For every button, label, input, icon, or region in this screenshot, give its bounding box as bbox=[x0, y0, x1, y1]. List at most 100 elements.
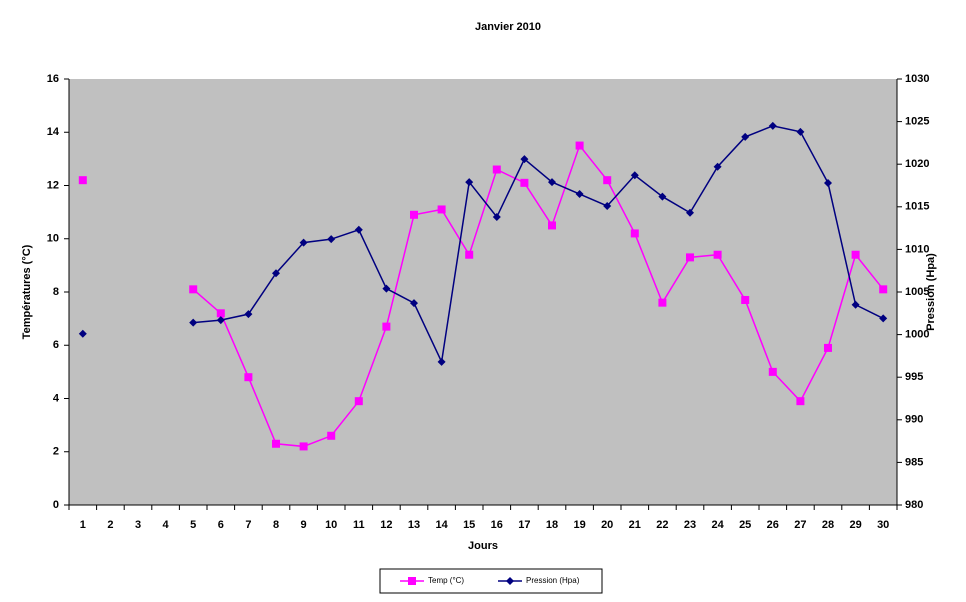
y-tick-label: 14 bbox=[47, 126, 60, 138]
x-tick-label: 1 bbox=[80, 519, 86, 531]
x-tick-label: 29 bbox=[849, 519, 861, 531]
marker bbox=[603, 201, 612, 210]
marker bbox=[465, 178, 474, 187]
x-tick-label: 10 bbox=[325, 519, 337, 531]
marker bbox=[713, 162, 722, 171]
x-tick-label: 12 bbox=[380, 519, 392, 531]
y-tick-label: 6 bbox=[53, 339, 59, 351]
marker bbox=[327, 235, 336, 244]
y2-tick-label: 995 bbox=[905, 371, 923, 383]
x-tick-label: 6 bbox=[218, 519, 224, 531]
y-tick-label: 12 bbox=[47, 179, 59, 191]
x-tick-label: 22 bbox=[656, 519, 668, 531]
marker bbox=[851, 300, 860, 309]
y2-tick-label: 1010 bbox=[905, 243, 929, 255]
marker bbox=[216, 309, 225, 318]
y-tick-label: 10 bbox=[47, 233, 59, 245]
marker bbox=[548, 221, 556, 230]
marker bbox=[768, 367, 777, 376]
y2-axis-label: Pression (Hpa) bbox=[925, 253, 937, 331]
y2-tick-label: 980 bbox=[905, 499, 923, 511]
x-tick-label: 5 bbox=[190, 519, 196, 531]
x-tick-label: 18 bbox=[546, 519, 558, 531]
marker bbox=[410, 210, 418, 219]
marker bbox=[741, 295, 750, 304]
x-tick-label: 14 bbox=[435, 519, 448, 531]
x-tick-label: 26 bbox=[767, 519, 779, 531]
marker bbox=[78, 329, 87, 338]
marker bbox=[382, 284, 391, 293]
marker bbox=[299, 238, 308, 247]
y-tick-label: 2 bbox=[53, 446, 59, 458]
x-tick-label: 28 bbox=[822, 519, 834, 531]
x-tick-label: 3 bbox=[135, 519, 141, 531]
x-tick-label: 15 bbox=[463, 519, 475, 531]
marker bbox=[520, 155, 529, 164]
x-tick-label: 20 bbox=[601, 519, 613, 531]
y-tick-label: 16 bbox=[47, 73, 59, 85]
marker bbox=[658, 192, 667, 201]
marker bbox=[548, 178, 556, 187]
x-tick-label: 25 bbox=[739, 519, 751, 531]
marker bbox=[630, 229, 639, 238]
marker bbox=[603, 176, 612, 185]
series-line bbox=[193, 125, 884, 365]
series-line bbox=[192, 144, 884, 448]
y2-tick-label: 1015 bbox=[905, 201, 929, 213]
marker bbox=[741, 132, 750, 141]
x-axis-label: Jours bbox=[468, 540, 498, 552]
marker bbox=[189, 318, 198, 327]
y2-tick-label: 1025 bbox=[905, 116, 929, 128]
legend-label: Temp (°C) bbox=[428, 576, 464, 585]
marker bbox=[244, 310, 253, 319]
marker bbox=[327, 431, 336, 440]
marker bbox=[465, 250, 474, 259]
marker bbox=[382, 322, 391, 331]
marker bbox=[575, 141, 584, 150]
marker bbox=[437, 357, 446, 366]
marker bbox=[506, 577, 514, 585]
marker bbox=[189, 285, 198, 294]
plot-area bbox=[69, 79, 897, 505]
x-tick-label: 4 bbox=[163, 519, 170, 531]
marker bbox=[272, 269, 280, 278]
x-tick-label: 11 bbox=[353, 519, 365, 531]
y2-tick-label: 1020 bbox=[905, 158, 929, 170]
marker bbox=[658, 298, 667, 307]
marker bbox=[410, 299, 418, 308]
x-tick-label: 9 bbox=[301, 519, 307, 531]
marker bbox=[354, 397, 363, 406]
y2-tick-label: 985 bbox=[905, 456, 923, 468]
marker bbox=[713, 250, 722, 259]
x-tick-label: 21 bbox=[629, 519, 641, 531]
marker bbox=[879, 285, 888, 294]
x-tick-label: 27 bbox=[794, 519, 806, 531]
x-tick-label: 23 bbox=[684, 519, 696, 531]
marker bbox=[354, 225, 363, 234]
marker bbox=[216, 316, 225, 325]
y2-tick-label: 990 bbox=[905, 414, 923, 426]
y2-tick-label: 1030 bbox=[905, 73, 929, 85]
legend-label: Pression (Hpa) bbox=[526, 576, 580, 585]
y-tick-label: 0 bbox=[53, 499, 59, 511]
marker bbox=[879, 314, 888, 323]
marker bbox=[78, 176, 87, 185]
marker bbox=[851, 250, 860, 259]
x-tick-label: 30 bbox=[877, 519, 889, 531]
y2-tick-label: 1005 bbox=[905, 286, 929, 298]
marker bbox=[575, 190, 584, 199]
x-tick-label: 8 bbox=[273, 519, 279, 531]
y-tick-label: 8 bbox=[53, 286, 59, 298]
marker bbox=[437, 205, 446, 214]
marker bbox=[492, 165, 501, 174]
marker bbox=[630, 171, 639, 180]
marker bbox=[492, 213, 501, 222]
marker bbox=[824, 343, 832, 352]
marker bbox=[824, 178, 832, 187]
y-axis-label: Températures (°C) bbox=[21, 244, 33, 339]
marker bbox=[244, 373, 253, 382]
marker bbox=[796, 127, 805, 136]
y-tick-label: 4 bbox=[53, 392, 60, 404]
marker bbox=[768, 121, 777, 130]
